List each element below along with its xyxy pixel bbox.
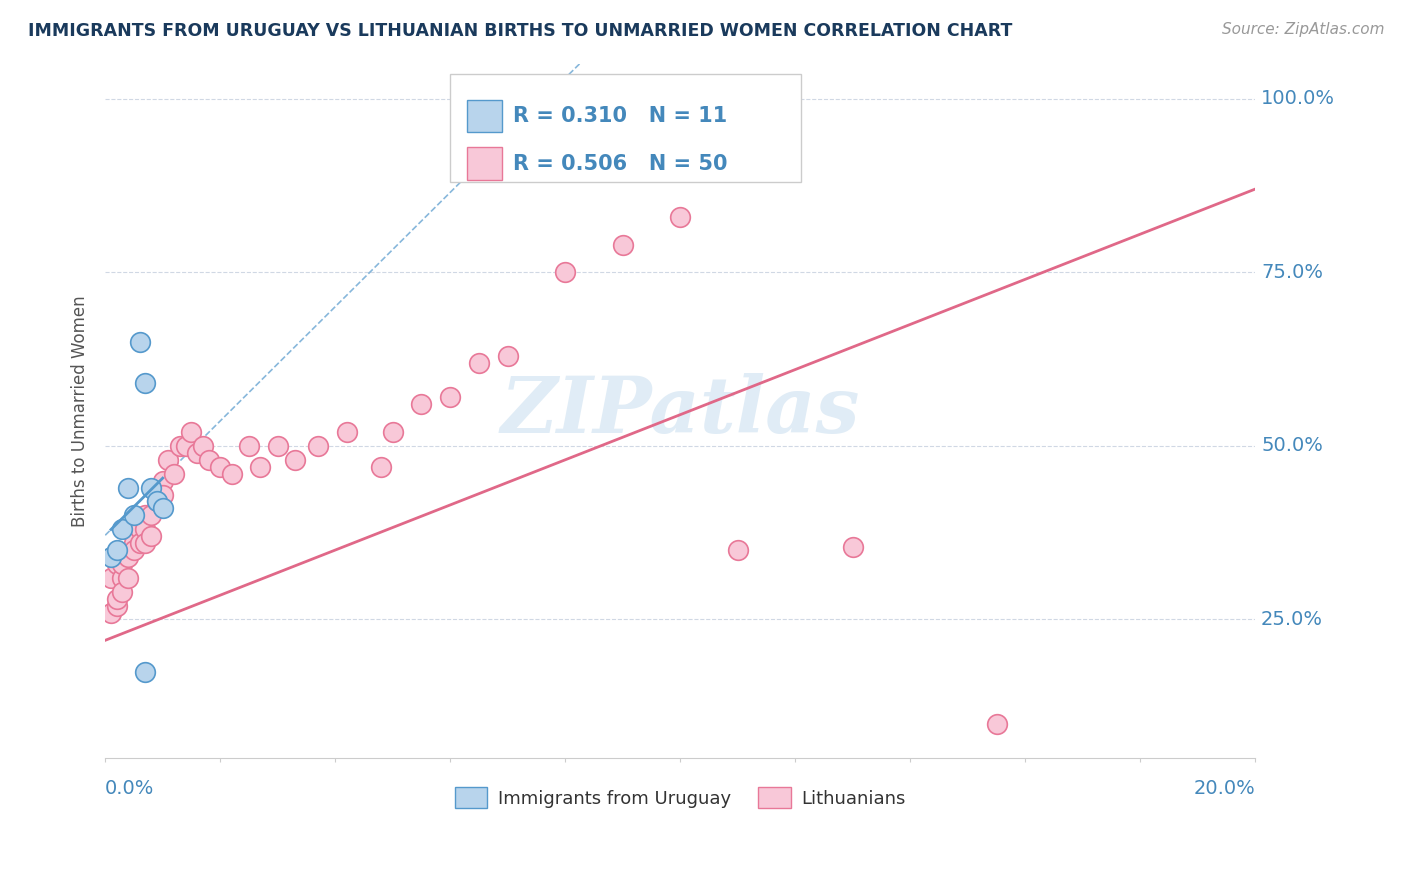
Y-axis label: Births to Unmarried Women: Births to Unmarried Women (72, 295, 89, 527)
Point (134, 376, 156, 391)
Point (128, 334, 150, 349)
FancyBboxPatch shape (450, 74, 801, 182)
Point (238, 439, 260, 453)
Point (146, 494, 169, 508)
Point (209, 459, 232, 474)
Text: 50.0%: 50.0% (1261, 436, 1323, 456)
Point (111, 584, 134, 599)
Point (381, 425, 404, 439)
Point (180, 425, 202, 439)
Text: 75.0%: 75.0% (1261, 263, 1323, 282)
Point (100, 606, 122, 620)
Point (117, 571, 139, 585)
Point (100, 571, 122, 585)
Point (122, 508, 145, 523)
Text: 100.0%: 100.0% (1261, 89, 1336, 108)
Text: 20.0%: 20.0% (1194, 780, 1256, 798)
Point (111, 522, 134, 536)
Point (105, 543, 128, 558)
Point (134, 665, 156, 679)
Point (152, 474, 174, 488)
Point (152, 501, 174, 516)
Point (141, 481, 163, 495)
Text: ZIPatlas: ZIPatlas (501, 373, 860, 450)
Point (370, 459, 392, 474)
Bar (467, 100, 502, 132)
Point (111, 557, 134, 571)
Point (727, 543, 749, 558)
Point (986, 716, 1008, 731)
Point (554, 265, 576, 279)
Point (128, 536, 150, 550)
Point (100, 549, 122, 564)
Point (249, 459, 271, 474)
Point (146, 494, 169, 508)
Point (157, 452, 180, 467)
Point (105, 591, 128, 606)
Point (117, 481, 139, 495)
Text: R = 0.506   N = 50: R = 0.506 N = 50 (513, 153, 728, 174)
Point (612, 237, 634, 252)
Point (163, 467, 186, 481)
Point (197, 452, 219, 467)
Point (186, 446, 208, 460)
Point (284, 452, 307, 467)
Point (122, 543, 145, 558)
Text: 25.0%: 25.0% (1261, 610, 1323, 629)
Point (411, 397, 433, 411)
Point (669, 210, 692, 224)
Text: IMMIGRANTS FROM URUGUAY VS LITHUANIAN BIRTHS TO UNMARRIED WOMEN CORRELATION CHAR: IMMIGRANTS FROM URUGUAY VS LITHUANIAN BI… (28, 22, 1012, 40)
Bar (467, 147, 502, 179)
Text: 0.0%: 0.0% (105, 780, 155, 798)
Point (134, 536, 156, 550)
Point (105, 557, 128, 571)
Point (152, 487, 174, 501)
Point (336, 425, 359, 439)
Point (191, 439, 214, 453)
Point (169, 439, 191, 453)
Point (134, 522, 156, 536)
Point (468, 356, 491, 370)
Point (105, 599, 128, 613)
Point (307, 439, 329, 453)
Legend: Immigrants from Uruguay, Lithuanians: Immigrants from Uruguay, Lithuanians (447, 780, 912, 815)
Point (141, 508, 163, 523)
Point (439, 390, 461, 404)
Text: Source: ZipAtlas.com: Source: ZipAtlas.com (1222, 22, 1385, 37)
Point (842, 540, 865, 554)
Point (141, 529, 163, 543)
Point (174, 439, 197, 453)
Point (117, 549, 139, 564)
Point (122, 536, 145, 550)
Point (134, 508, 156, 523)
Point (221, 467, 243, 481)
Text: R = 0.310   N = 11: R = 0.310 N = 11 (513, 106, 728, 126)
Point (267, 439, 290, 453)
Point (111, 571, 134, 585)
Point (496, 349, 519, 363)
Point (128, 522, 150, 536)
